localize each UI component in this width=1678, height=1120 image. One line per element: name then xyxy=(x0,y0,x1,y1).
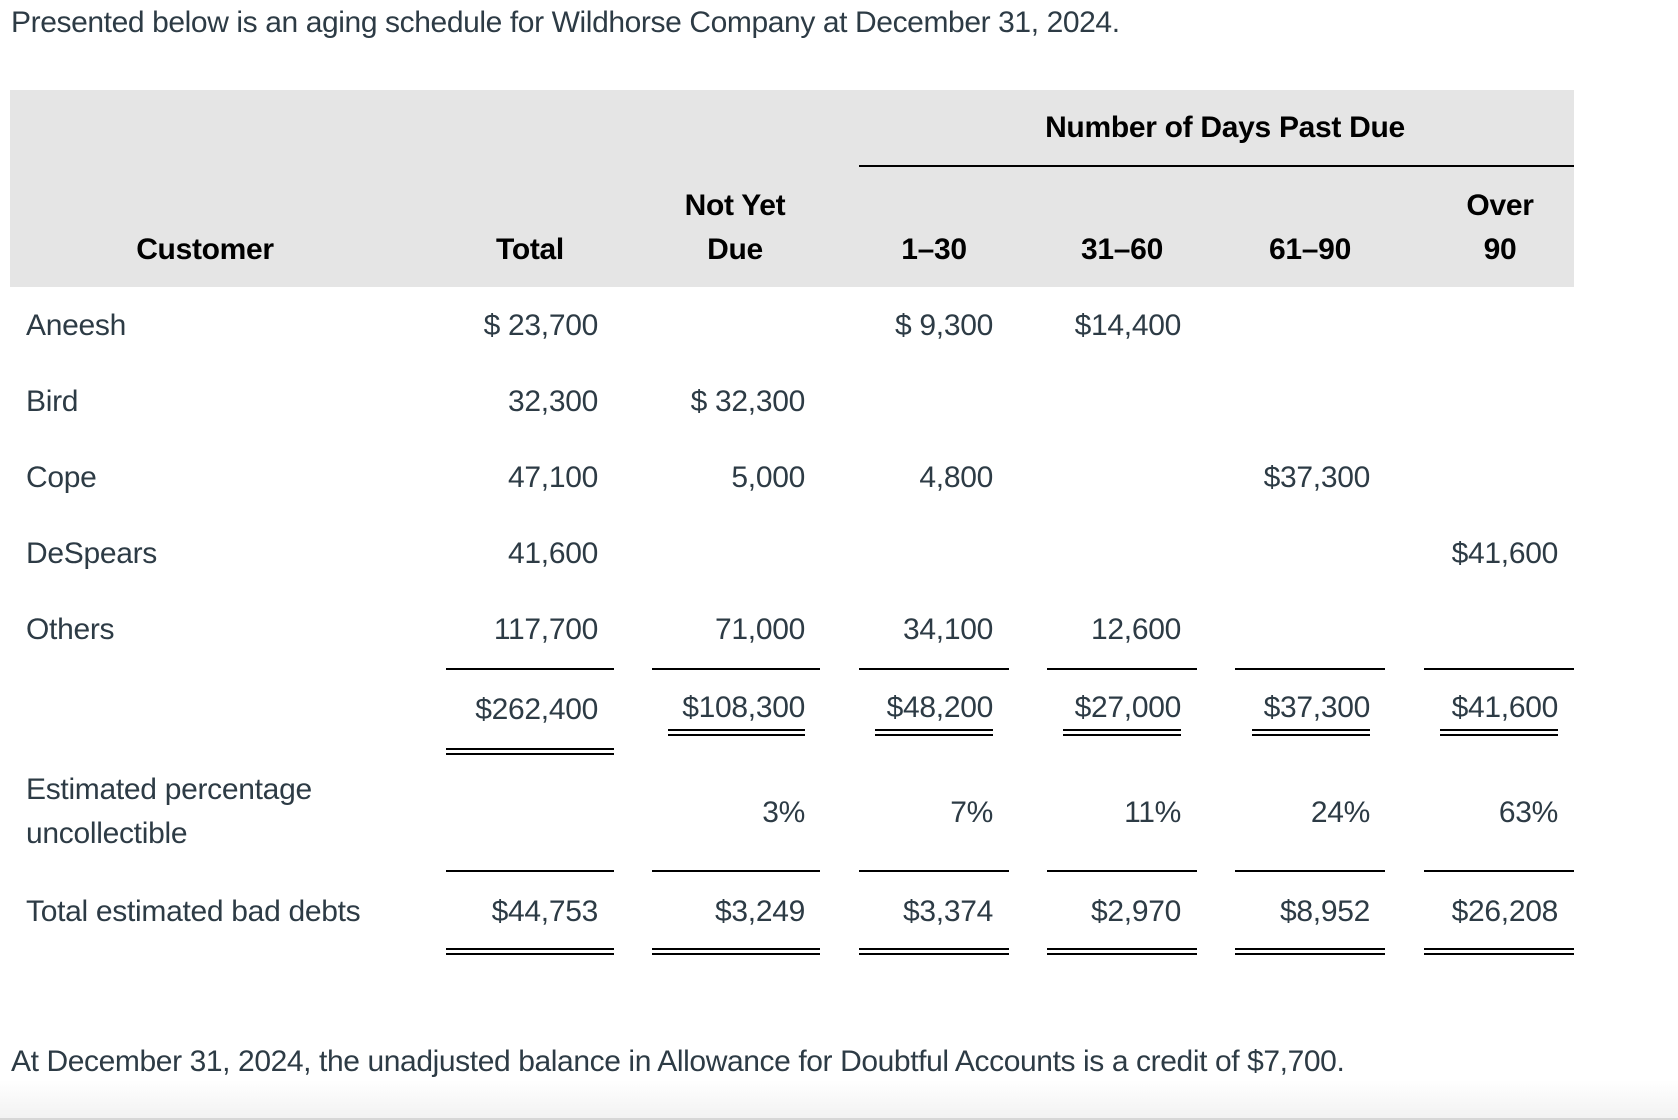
double-underline xyxy=(446,748,614,755)
row-1-30: 34,100 xyxy=(903,613,993,646)
group-header-rule xyxy=(859,165,1574,167)
intro-text: Presented below is an aging schedule for… xyxy=(11,6,1120,39)
col-header-1-30: 1–30 xyxy=(901,233,967,266)
row-total: 32,300 xyxy=(508,385,598,418)
bad-debt-rule xyxy=(1424,870,1574,872)
customer-name: Bird xyxy=(26,385,79,418)
total-31-60: $27,000 xyxy=(1074,691,1182,724)
page-bottom-edge xyxy=(0,1080,1678,1120)
row-31-60: $14,400 xyxy=(1074,309,1182,342)
subtotal-rule xyxy=(652,668,820,670)
double-underline xyxy=(1440,729,1558,736)
double-underline xyxy=(1252,729,1370,736)
col-header-31-60: 31–60 xyxy=(1081,233,1163,266)
pct-31-60: 11% xyxy=(1124,796,1181,829)
bad-debts-label: Total estimated bad debts xyxy=(26,895,361,928)
col-header-customer: Customer xyxy=(136,233,274,266)
double-underline xyxy=(668,729,805,736)
total-1-30: $48,200 xyxy=(886,691,994,724)
col-header-not-yet-due-line2: Due xyxy=(707,233,763,266)
bad-debt-rule xyxy=(859,870,1009,872)
group-header-days-past-due: Number of Days Past Due xyxy=(1045,111,1405,144)
double-underline xyxy=(1235,948,1385,955)
double-underline xyxy=(446,948,614,955)
total-61-90: $37,300 xyxy=(1263,691,1371,724)
customer-name: Cope xyxy=(26,461,97,494)
outro-text: At December 31, 2024, the unadjusted bal… xyxy=(11,1045,1345,1078)
row-61-90: $37,300 xyxy=(1263,461,1371,494)
bad-debts-total: $44,753 xyxy=(491,895,599,928)
col-header-total: Total xyxy=(496,233,564,266)
double-underline xyxy=(875,729,993,736)
bad-debts-over-90: $26,208 xyxy=(1451,895,1559,928)
row-31-60: 12,600 xyxy=(1091,613,1181,646)
bad-debt-rule xyxy=(1047,870,1197,872)
row-total: 117,700 xyxy=(493,613,598,646)
bad-debt-rule xyxy=(652,870,820,872)
subtotal-rule xyxy=(446,668,614,670)
double-underline xyxy=(1424,948,1574,955)
col-header-not-yet-due-line1: Not Yet xyxy=(684,189,786,222)
grand-total: $262,400 xyxy=(475,693,598,726)
bad-debts-61-90: $8,952 xyxy=(1280,895,1370,928)
col-header-over-90-line2: 90 xyxy=(1483,233,1517,266)
customer-name: Others xyxy=(26,613,115,646)
row-not-yet-due: $ 32,300 xyxy=(690,385,806,418)
row-total: 41,600 xyxy=(508,537,598,570)
pct-over-90: 63% xyxy=(1498,796,1558,829)
subtotal-rule xyxy=(1047,668,1197,670)
pct-61-90: 24% xyxy=(1310,796,1370,829)
subtotal-rule xyxy=(859,668,1009,670)
bad-debt-rule xyxy=(1235,870,1385,872)
subtotal-rule xyxy=(1424,668,1574,670)
col-header-61-90: 61–90 xyxy=(1269,233,1351,266)
customer-name: Aneesh xyxy=(26,309,126,342)
row-over-90: $41,600 xyxy=(1451,537,1559,570)
bad-debts-not-yet-due: $3,249 xyxy=(715,895,805,928)
pct-1-30: 7% xyxy=(950,796,993,829)
col-header-over-90-line1: Over xyxy=(1466,189,1534,222)
total-not-yet-due: $108,300 xyxy=(682,691,805,724)
row-1-30: $ 9,300 xyxy=(895,309,993,342)
pct-not-yet-due: 3% xyxy=(762,796,805,829)
bad-debts-1-30: $3,374 xyxy=(903,895,993,928)
double-underline xyxy=(1063,729,1181,736)
customer-name: DeSpears xyxy=(26,537,158,570)
pct-label-line2: uncollectible xyxy=(26,817,188,850)
bad-debt-rule xyxy=(446,870,614,872)
double-underline xyxy=(652,948,820,955)
table-header xyxy=(10,90,1574,287)
row-1-30: 4,800 xyxy=(919,461,993,494)
double-underline xyxy=(859,948,1009,955)
total-over-90: $41,600 xyxy=(1451,691,1559,724)
row-not-yet-due: 5,000 xyxy=(731,461,805,494)
bad-debts-31-60: $2,970 xyxy=(1091,895,1181,928)
subtotal-rule xyxy=(1235,668,1385,670)
double-underline xyxy=(1047,948,1197,955)
row-total: 47,100 xyxy=(508,461,598,494)
row-not-yet-due: 71,000 xyxy=(715,613,805,646)
pct-label-line1: Estimated percentage xyxy=(26,773,312,806)
row-total: $ 23,700 xyxy=(483,309,599,342)
